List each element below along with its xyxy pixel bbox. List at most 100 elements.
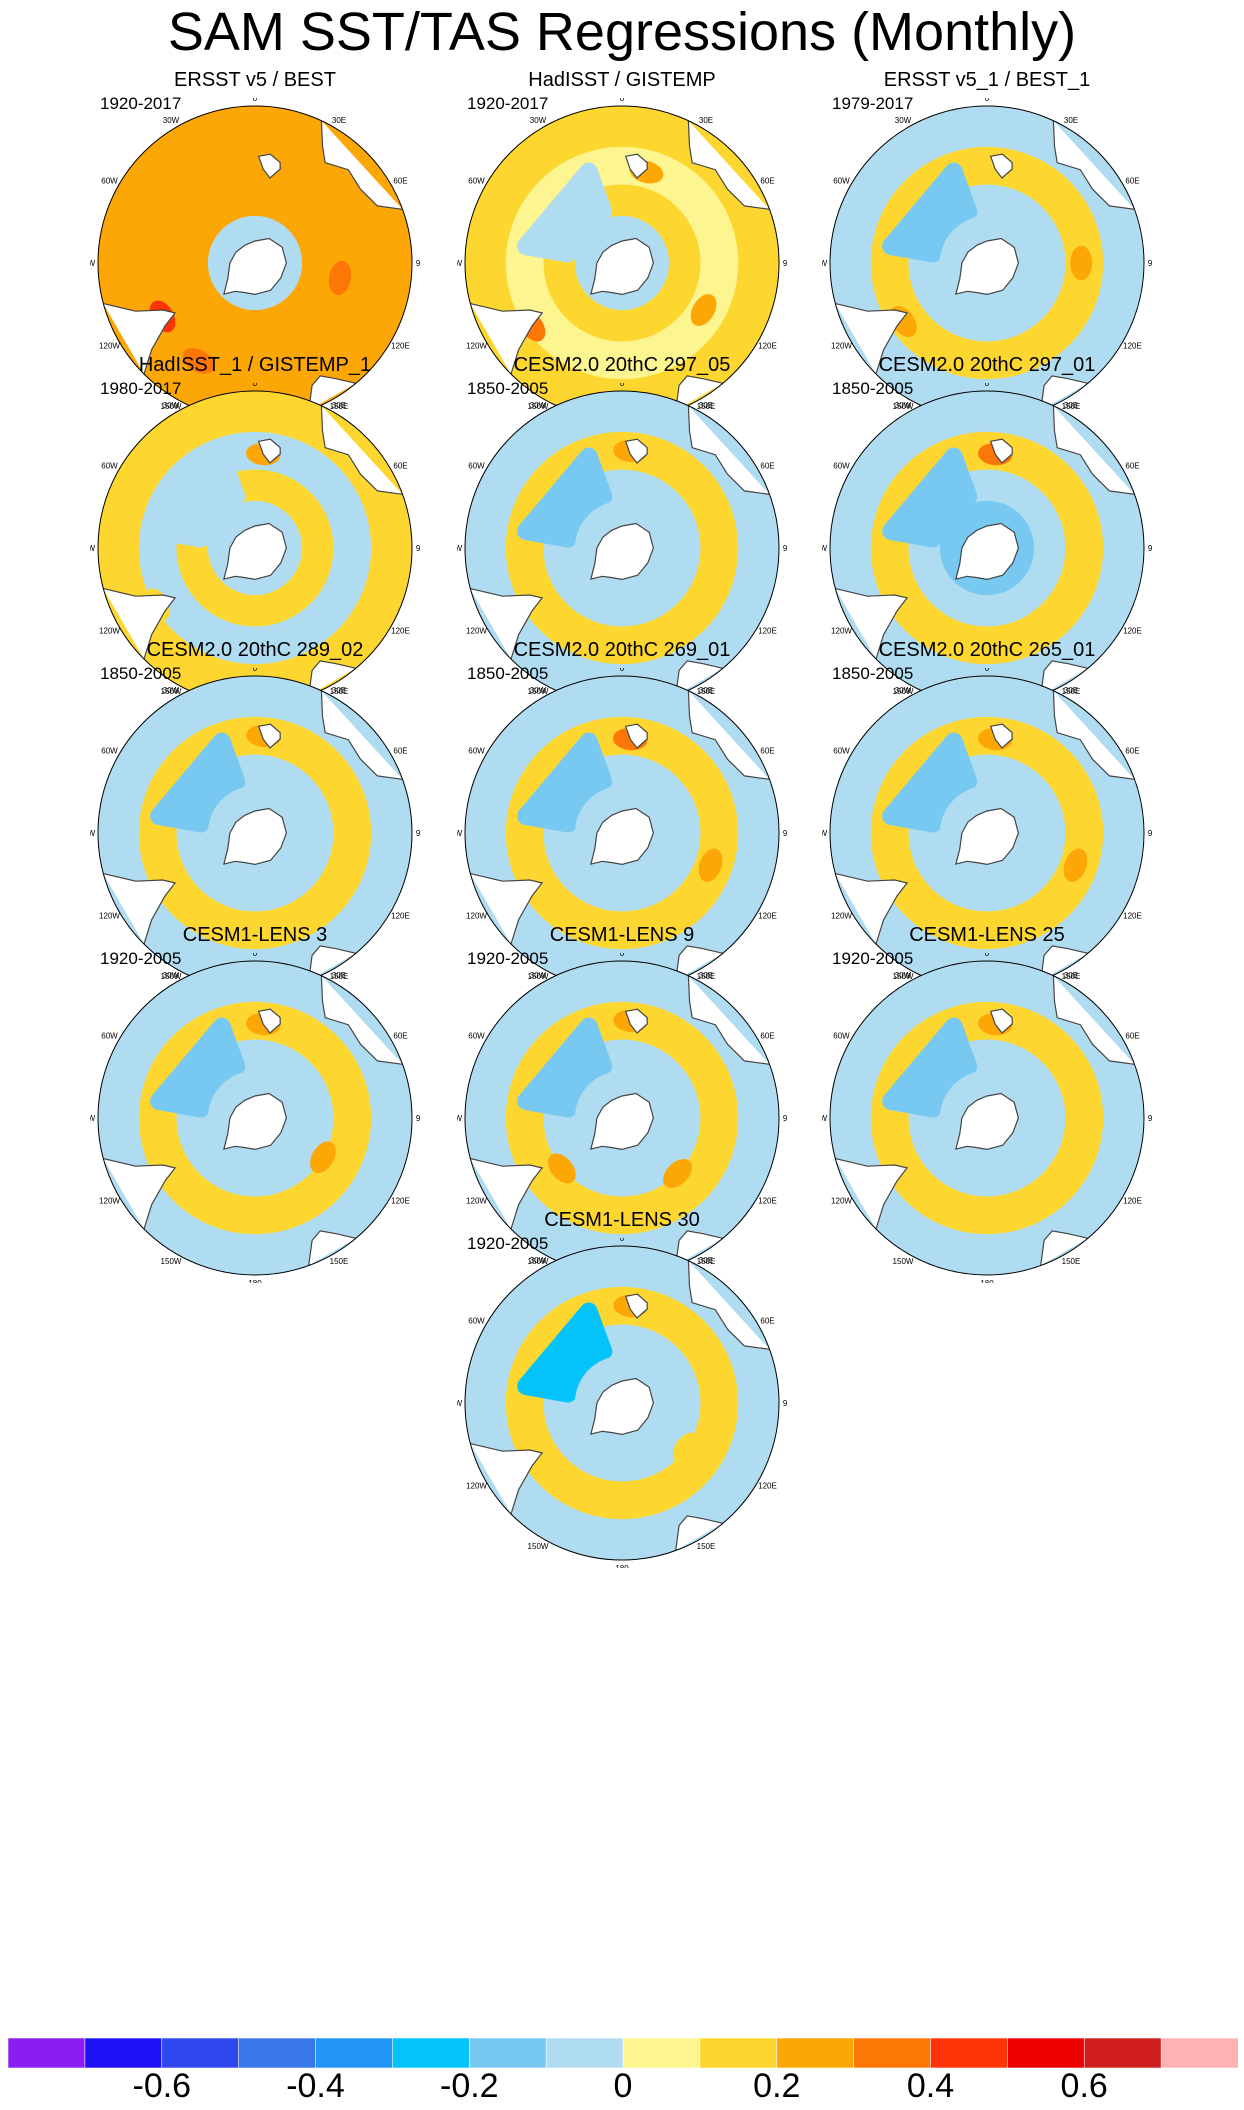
panel-title: ERSST v5 / BEST: [174, 69, 336, 91]
panel-years: 1979-2017: [832, 94, 914, 113]
longitude-label: 30W: [163, 401, 180, 410]
longitude-label: 60E: [1125, 747, 1139, 756]
longitude-label: 150E: [330, 402, 349, 411]
longitude-label: 0: [985, 668, 990, 673]
longitude-label: 60E: [760, 462, 774, 471]
colorbar-bin: [545, 2038, 624, 2068]
longitude-label: 90E: [783, 829, 787, 838]
longitude-label: 60W: [468, 1032, 485, 1041]
field-pacific-sector: [882, 162, 978, 263]
panel-title: CESM2.0 20thC 265_01: [878, 639, 1096, 661]
longitude-label: 0: [620, 383, 625, 388]
longitude-label: 30W: [895, 116, 912, 125]
longitude-label: 120E: [758, 912, 777, 921]
africa-outline: [308, 1230, 357, 1266]
longitude-label: 60W: [101, 177, 118, 186]
colorbar-labels: -0.6 -0.4 -0.2 0 0.2 0.4 0.6: [8, 2066, 1238, 2110]
colorbar-bin: [468, 2038, 547, 2068]
new-zealand-outline: [624, 438, 648, 464]
longitude-label: 90W: [90, 1114, 96, 1123]
longitude-label: 120E: [391, 912, 410, 921]
longitude-label: 30E: [699, 971, 713, 980]
longitude-label: 150W: [528, 1542, 549, 1551]
longitude-label: 90W: [457, 1114, 463, 1123]
longitude-label: 90E: [783, 544, 787, 553]
longitude-label: 30W: [895, 686, 912, 695]
africa-outline: [675, 660, 724, 696]
longitude-label: 120W: [466, 627, 487, 636]
longitude-label: 120E: [758, 1197, 777, 1206]
longitude-label: 120W: [831, 912, 852, 921]
polar-map: 030E60E90E120E150E180150W120W90W60W30W: [822, 383, 1152, 713]
longitude-label: 30E: [332, 686, 346, 695]
longitude-label: 120W: [831, 342, 852, 351]
longitude-label: 60W: [101, 1032, 118, 1041]
longitude-label: 150E: [697, 1257, 716, 1266]
longitude-label: 30E: [699, 116, 713, 125]
longitude-label: 30E: [1064, 401, 1078, 410]
colorbar-tick-label: 0.6: [1060, 2067, 1108, 2105]
longitude-label: 60W: [468, 177, 485, 186]
polar-map: 030E60E90E120E150E180150W120W90W60W30W: [457, 668, 787, 998]
new-zealand-outline: [989, 438, 1013, 464]
field-pacific-sector: [517, 1302, 613, 1403]
antarctica-outline: [223, 237, 288, 296]
longitude-label: 120E: [391, 627, 410, 636]
longitude-label: 60W: [833, 747, 850, 756]
antarctica-outline: [223, 522, 288, 581]
antarctica-outline: [590, 237, 655, 296]
new-zealand-outline: [624, 1008, 648, 1034]
field-hotspot: [698, 848, 723, 882]
new-zealand-outline: [989, 153, 1013, 179]
longitude-label: 90W: [822, 544, 828, 553]
field-pacific-sector: [882, 447, 978, 548]
longitude-label: 120W: [99, 912, 120, 921]
longitude-label: 150E: [330, 972, 349, 981]
panel-title: CESM2.0 20thC 297_01: [878, 354, 1096, 376]
africa-outline: [1040, 375, 1089, 411]
longitude-label: 0: [620, 1238, 625, 1243]
map-panel: ERSST v5 / BEST 1920-2017 0 30E 60E 90E 120E 15…: [90, 68, 420, 448]
australia-outline: [687, 690, 770, 780]
longitude-label: 120W: [831, 1197, 852, 1206]
longitude-label: 150W: [528, 972, 549, 981]
colorbar-bin: [1083, 2038, 1162, 2068]
longitude-label: 90E: [1148, 1114, 1152, 1123]
longitude-label: 60E: [760, 1032, 774, 1041]
longitude-label: 150E: [1062, 402, 1081, 411]
longitude-label: 90E: [783, 259, 787, 268]
africa-outline: [1040, 660, 1089, 696]
longitude-label: 60E: [760, 747, 774, 756]
longitude-label: 120W: [466, 1482, 487, 1491]
polar-map: 030E60E90E120E150E180150W120W90W60W30W: [457, 383, 787, 713]
longitude-label: 30W: [895, 401, 912, 410]
longitude-label: 90W: [457, 829, 463, 838]
longitude-label: 90W: [457, 1399, 463, 1408]
longitude-label: 120W: [466, 1197, 487, 1206]
longitude-label: 90W: [90, 829, 96, 838]
map-panel: CESM2.0 20thC 269_01 1850-2005 0 30E 60E 90E 1…: [457, 638, 787, 1018]
field-pacific-sector: [517, 162, 613, 263]
africa-outline: [675, 375, 724, 411]
new-zealand-outline: [989, 723, 1013, 749]
longitude-label: 90E: [416, 544, 420, 553]
colorbar-tick-label: 0: [613, 2067, 633, 2105]
longitude-label: 90E: [1148, 259, 1152, 268]
panel-years: 1850-2005: [467, 664, 549, 683]
australia-outline: [687, 120, 770, 210]
antarctica-outline: [590, 807, 655, 866]
panel-title: HadISST_1 / GISTEMP_1: [138, 354, 372, 376]
antarctica-outline: [955, 522, 1020, 581]
longitude-label: 150E: [330, 1257, 349, 1266]
field-hotspot: [1063, 848, 1088, 882]
panel-years: 1920-2005: [467, 949, 549, 968]
antarctica-outline: [223, 807, 288, 866]
longitude-label: 30W: [163, 116, 180, 125]
longitude-label: 60E: [393, 177, 407, 186]
longitude-label: 60E: [1125, 462, 1139, 471]
longitude-label: 120W: [99, 1197, 120, 1206]
longitude-label: 150W: [528, 687, 549, 696]
map-panel: CESM2.0 20thC 265_01 1850-2005 0 30E 60E 90E 1…: [822, 638, 1152, 1018]
longitude-label: 30E: [332, 116, 346, 125]
map-border: [464, 1245, 780, 1561]
